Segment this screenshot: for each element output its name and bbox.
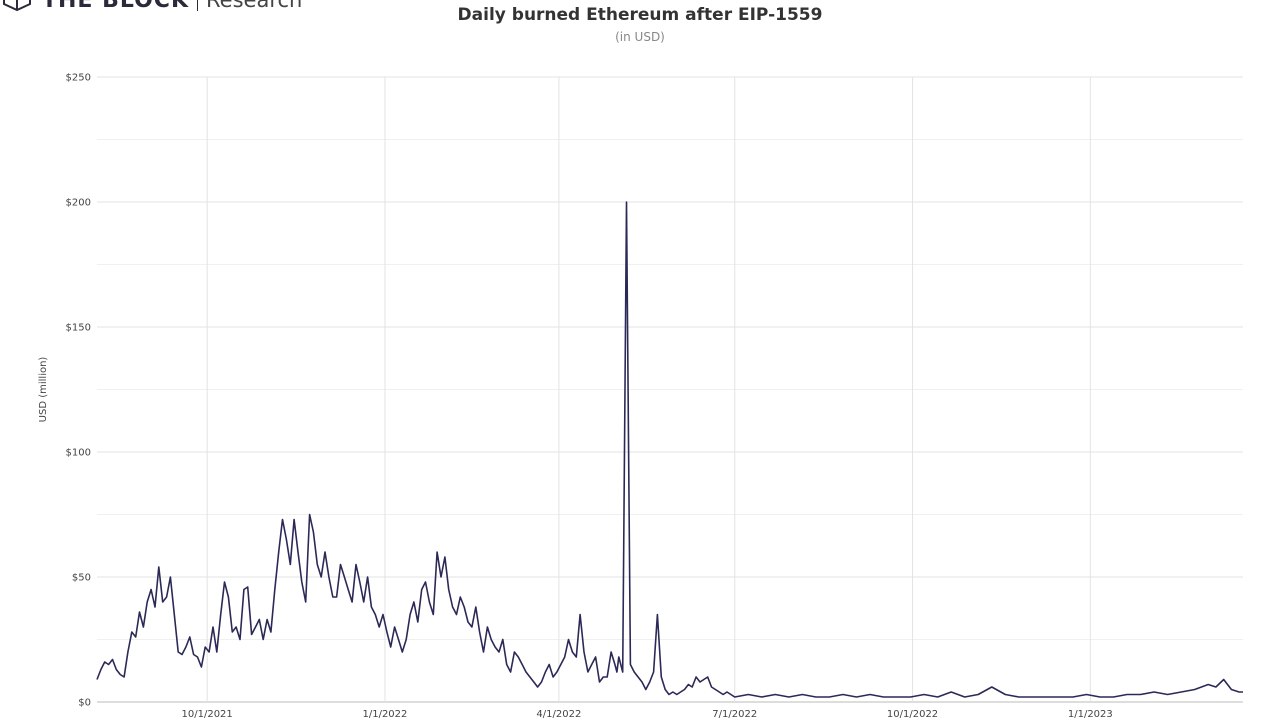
chart-title: Daily burned Ethereum after EIP-1559 xyxy=(457,5,823,25)
tick-labels: $0 $50 $100 $150 $200 $250 10/1/2021 1/1/2022 4/… xyxy=(38,73,1113,721)
y-tick-label: $250 xyxy=(66,73,91,84)
grid-lines xyxy=(97,76,1243,703)
x-tick-label: 10/1/2021 xyxy=(182,709,233,720)
chart-subtitle: (in USD) xyxy=(615,30,665,44)
y-tick-label: $0 xyxy=(78,698,91,709)
y-tick-label: $150 xyxy=(66,323,91,334)
y-tick-label: $200 xyxy=(66,198,91,209)
series-line xyxy=(96,201,1243,698)
cube-logo-icon xyxy=(3,0,31,12)
x-tick-label: 4/1/2022 xyxy=(536,709,581,720)
y-tick-label: $50 xyxy=(72,573,91,584)
x-tick-label: 7/1/2022 xyxy=(712,709,757,720)
x-tick-label: 1/1/2023 xyxy=(1068,709,1113,720)
x-tick-label: 10/1/2022 xyxy=(887,709,938,720)
y-tick-label: $100 xyxy=(66,448,91,459)
x-tick-label: 1/1/2022 xyxy=(362,709,407,720)
logo-subtitle: Research xyxy=(206,0,303,12)
logo-separator xyxy=(197,0,199,11)
y-axis-label: USD (million) xyxy=(38,357,49,423)
logo-wordmark: THE BLOCK xyxy=(42,0,190,13)
series-layer xyxy=(96,201,1243,698)
brand-logo: THE BLOCK Research xyxy=(0,0,303,13)
